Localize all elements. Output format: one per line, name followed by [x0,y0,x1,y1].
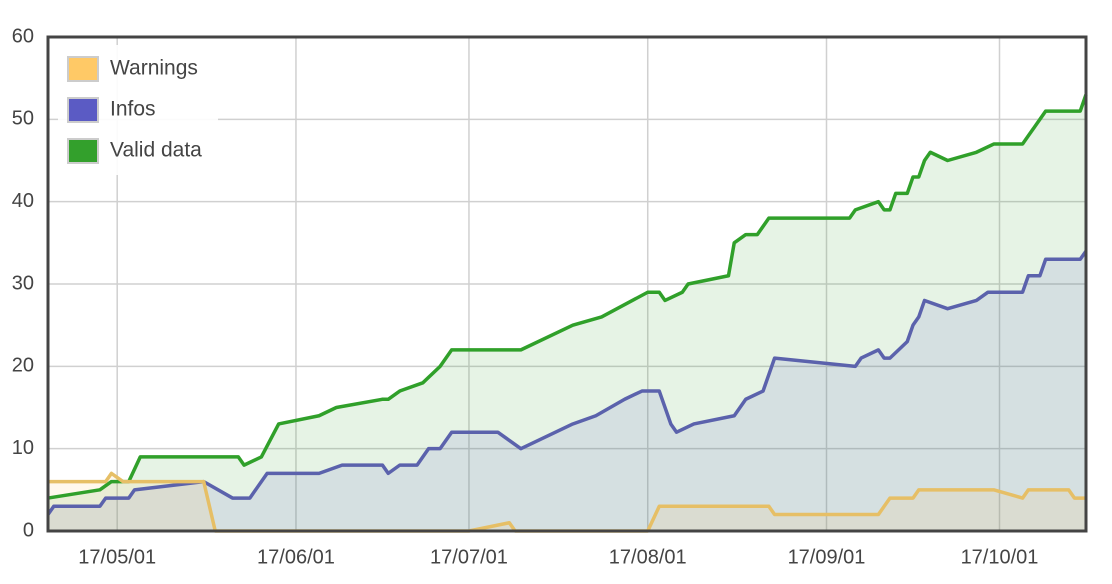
series-area [48,473,1086,531]
series-line [48,471,1086,533]
y-tick-label: 40 [12,190,34,212]
y-tick-label: 60 [12,25,34,47]
y-tick-label: 50 [12,108,34,130]
y-tick-label: 10 [12,437,34,459]
x-tick-label: 17/09/01 [788,546,866,568]
x-tick-label: 17/05/01 [78,546,156,568]
x-tick-label: 17/10/01 [961,546,1039,568]
series-area [48,251,1086,532]
y-tick-label: 30 [12,272,34,294]
legend-swatch [67,56,99,82]
legend-label: Valid data [110,139,202,162]
x-tick-label: 17/07/01 [430,546,508,568]
legend-swatch [67,97,99,123]
x-tick-label: 17/08/01 [609,546,687,568]
plot-frame [46,35,1088,533]
y-tick-label: 20 [12,355,34,377]
series-line [46,250,1088,516]
legend-label: Infos [110,98,156,121]
legend-label: Warnings [110,57,198,80]
series-line [47,94,1088,500]
legend-swatch [67,138,99,164]
y-tick-label: 0 [23,519,34,541]
x-tick-label: 17/06/01 [257,546,335,568]
series-area [48,94,1086,531]
